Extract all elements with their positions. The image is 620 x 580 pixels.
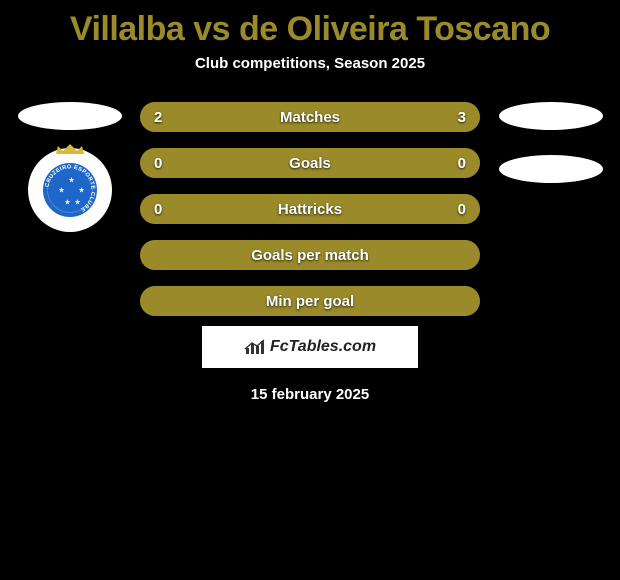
page-title: Villalba vs de Oliveira Toscano — [0, 0, 620, 55]
player-ellipse — [18, 102, 122, 130]
stat-bar: Goals per match — [140, 240, 480, 270]
stat-bar: Min per goal — [140, 286, 480, 316]
stat-bar: Matches2 3 — [140, 102, 480, 132]
club-ellipse — [499, 155, 603, 183]
content-row: CRUZEIRO ESPORTE CLUBE Matches23Goals00H… — [0, 102, 620, 316]
bar-value-right: 3 — [458, 102, 466, 132]
bar-value-right: 0 — [458, 148, 466, 178]
attribution-logo: FcTables.com — [202, 326, 418, 368]
club-badge-cruzeiro: CRUZEIRO ESPORTE CLUBE — [28, 148, 112, 232]
page-subtitle: Club competitions, Season 2025 — [0, 55, 620, 72]
attribution-text: FcTables.com — [270, 338, 376, 356]
bar-value-left: 0 — [154, 194, 162, 224]
bar-label: Min per goal — [140, 286, 480, 316]
bar-value-right: 0 — [458, 194, 466, 224]
bar-chart-icon — [244, 338, 266, 356]
right-column — [498, 102, 603, 183]
crown-icon — [54, 142, 86, 156]
left-column: CRUZEIRO ESPORTE CLUBE — [17, 102, 122, 232]
stat-bar: Goals0 0 — [140, 148, 480, 178]
bar-label: Matches — [140, 102, 480, 132]
date-text: 15 february 2025 — [0, 386, 620, 403]
club-badge-inner: CRUZEIRO ESPORTE CLUBE — [40, 160, 100, 220]
player-ellipse — [499, 102, 603, 130]
comparison-bars: Matches23Goals00Hattricks00Goals per mat… — [140, 102, 480, 316]
stat-bar: Hattricks0 0 — [140, 194, 480, 224]
bar-label: Goals — [140, 148, 480, 178]
bar-value-left: 0 — [154, 148, 162, 178]
bar-value-left: 2 — [154, 102, 162, 132]
bar-label: Hattricks — [140, 194, 480, 224]
bar-label: Goals per match — [140, 240, 480, 270]
stars-icon — [55, 175, 85, 205]
